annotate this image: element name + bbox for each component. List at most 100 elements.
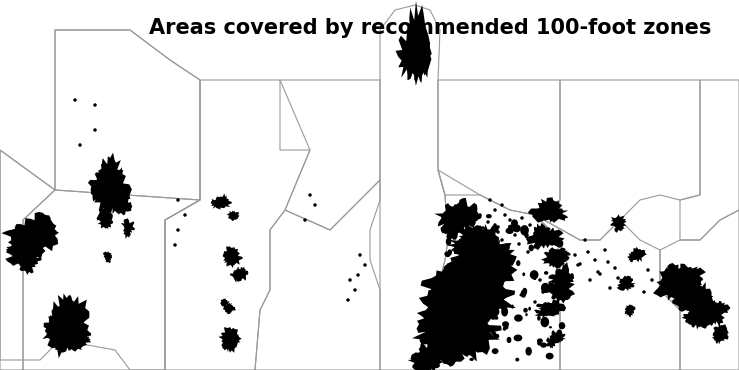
Polygon shape xyxy=(47,308,75,358)
Ellipse shape xyxy=(447,232,452,240)
Polygon shape xyxy=(712,330,729,342)
Polygon shape xyxy=(10,250,36,265)
Ellipse shape xyxy=(487,284,493,292)
Ellipse shape xyxy=(528,223,532,227)
Ellipse shape xyxy=(478,344,482,347)
Polygon shape xyxy=(19,248,36,275)
Ellipse shape xyxy=(303,218,307,222)
Ellipse shape xyxy=(492,307,500,316)
Polygon shape xyxy=(458,256,505,326)
Polygon shape xyxy=(420,262,486,307)
Polygon shape xyxy=(452,198,479,232)
Ellipse shape xyxy=(458,249,465,257)
Ellipse shape xyxy=(455,345,458,347)
Polygon shape xyxy=(108,196,123,214)
Polygon shape xyxy=(218,194,229,205)
Polygon shape xyxy=(627,251,638,262)
Ellipse shape xyxy=(551,308,557,313)
Ellipse shape xyxy=(473,210,477,214)
Polygon shape xyxy=(465,249,508,279)
Ellipse shape xyxy=(526,250,530,254)
Ellipse shape xyxy=(541,290,545,294)
Ellipse shape xyxy=(546,289,549,293)
Polygon shape xyxy=(442,301,490,361)
Polygon shape xyxy=(444,265,485,319)
Ellipse shape xyxy=(516,260,520,266)
Ellipse shape xyxy=(78,143,82,147)
Ellipse shape xyxy=(484,273,491,278)
Ellipse shape xyxy=(507,337,511,343)
Ellipse shape xyxy=(505,325,508,329)
Polygon shape xyxy=(537,231,559,244)
Ellipse shape xyxy=(472,245,474,247)
Ellipse shape xyxy=(476,215,482,219)
Ellipse shape xyxy=(549,326,552,329)
Ellipse shape xyxy=(554,250,560,260)
Ellipse shape xyxy=(538,278,542,282)
Ellipse shape xyxy=(555,284,559,287)
Ellipse shape xyxy=(450,355,454,359)
Ellipse shape xyxy=(540,317,549,327)
Ellipse shape xyxy=(73,98,77,102)
Ellipse shape xyxy=(493,208,497,212)
Ellipse shape xyxy=(469,226,471,230)
Polygon shape xyxy=(98,153,123,199)
Ellipse shape xyxy=(484,311,488,314)
Ellipse shape xyxy=(460,217,465,223)
Ellipse shape xyxy=(571,273,573,277)
Ellipse shape xyxy=(464,330,469,336)
Polygon shape xyxy=(233,267,242,282)
Polygon shape xyxy=(461,230,491,265)
Polygon shape xyxy=(410,350,432,367)
Polygon shape xyxy=(677,280,707,315)
Polygon shape xyxy=(221,327,238,353)
Polygon shape xyxy=(227,211,239,219)
Polygon shape xyxy=(103,251,112,260)
Polygon shape xyxy=(554,262,573,294)
Ellipse shape xyxy=(506,246,510,250)
Polygon shape xyxy=(426,328,466,367)
Ellipse shape xyxy=(541,283,550,293)
Ellipse shape xyxy=(448,341,454,349)
Ellipse shape xyxy=(599,272,602,276)
Ellipse shape xyxy=(93,103,97,107)
Ellipse shape xyxy=(502,321,509,327)
Ellipse shape xyxy=(514,314,522,322)
Polygon shape xyxy=(549,330,563,343)
Ellipse shape xyxy=(503,213,507,217)
Polygon shape xyxy=(435,203,466,231)
Ellipse shape xyxy=(469,358,474,361)
Ellipse shape xyxy=(466,248,471,254)
Polygon shape xyxy=(417,303,483,340)
Polygon shape xyxy=(440,260,493,300)
Ellipse shape xyxy=(444,251,452,256)
Polygon shape xyxy=(53,293,78,339)
Polygon shape xyxy=(444,297,488,353)
Polygon shape xyxy=(469,232,507,275)
Polygon shape xyxy=(533,223,551,242)
Polygon shape xyxy=(448,317,475,352)
Ellipse shape xyxy=(555,274,562,281)
Polygon shape xyxy=(469,248,517,290)
Polygon shape xyxy=(447,243,505,285)
Ellipse shape xyxy=(511,305,514,309)
Polygon shape xyxy=(548,270,573,289)
Polygon shape xyxy=(457,250,491,295)
Polygon shape xyxy=(446,202,477,224)
Polygon shape xyxy=(468,236,495,283)
Ellipse shape xyxy=(545,353,554,360)
Ellipse shape xyxy=(642,290,646,294)
Ellipse shape xyxy=(528,245,534,251)
Polygon shape xyxy=(403,1,430,79)
Ellipse shape xyxy=(356,273,360,277)
Polygon shape xyxy=(65,333,84,352)
Polygon shape xyxy=(442,268,497,317)
Ellipse shape xyxy=(540,342,547,348)
Ellipse shape xyxy=(503,268,509,273)
Polygon shape xyxy=(684,282,714,315)
Ellipse shape xyxy=(537,316,541,321)
Ellipse shape xyxy=(491,348,499,354)
Ellipse shape xyxy=(544,320,546,321)
Polygon shape xyxy=(224,251,239,268)
Ellipse shape xyxy=(493,223,497,227)
